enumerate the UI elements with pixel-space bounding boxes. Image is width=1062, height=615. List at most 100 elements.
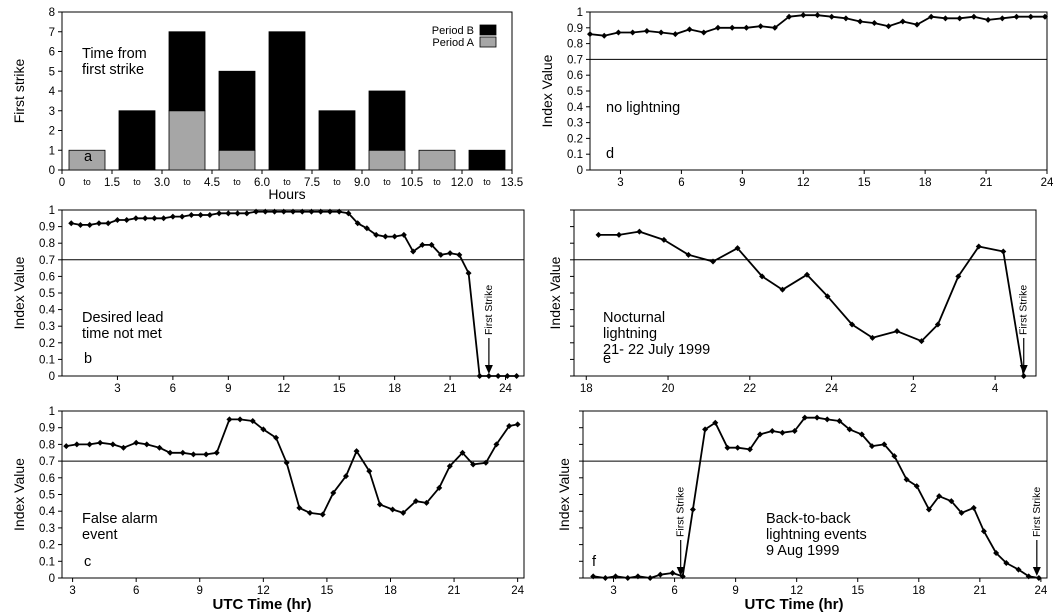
data-point bbox=[446, 463, 453, 470]
data-point bbox=[132, 215, 139, 222]
data-point bbox=[296, 504, 303, 511]
data-point bbox=[253, 208, 260, 215]
x-tick-label: 18 bbox=[912, 585, 925, 597]
data-point bbox=[225, 210, 232, 217]
data-point bbox=[143, 441, 150, 448]
data-point bbox=[857, 18, 864, 25]
y-axis-title: Index Value bbox=[547, 256, 563, 329]
data-point bbox=[366, 468, 373, 475]
data-point bbox=[299, 208, 306, 215]
data-point bbox=[476, 373, 483, 379]
data-point bbox=[903, 476, 910, 483]
data-point bbox=[868, 443, 875, 450]
x-tick-label: 9 bbox=[732, 585, 738, 597]
data-point bbox=[702, 426, 709, 433]
data-point bbox=[734, 245, 741, 252]
data-point bbox=[700, 29, 707, 36]
category-label: to bbox=[383, 177, 391, 187]
y-tick-label: 0.8 bbox=[39, 439, 55, 451]
data-point bbox=[77, 221, 84, 228]
panel-b: 0 0.1 0.2 0.3 0.4 0.5 0.6 0.7 0.8 0.9 1 Index Value… bbox=[11, 205, 525, 395]
panel-annotation: 21- 22 July 1999 bbox=[603, 342, 710, 358]
x-tick-label: 21 bbox=[448, 585, 461, 597]
data-point bbox=[456, 251, 463, 258]
data-point bbox=[975, 243, 982, 250]
y-tick-label: 0.6 bbox=[39, 473, 55, 485]
data-point bbox=[643, 27, 650, 34]
data-point bbox=[342, 473, 349, 480]
data-point bbox=[151, 215, 158, 222]
data-point bbox=[262, 208, 269, 215]
data-point bbox=[1020, 373, 1027, 379]
data-point bbox=[437, 251, 444, 258]
data-point bbox=[234, 210, 241, 217]
x-tick-label: 4 bbox=[992, 383, 999, 395]
category-label: to bbox=[333, 177, 341, 187]
data-point bbox=[179, 213, 186, 220]
data-point bbox=[363, 225, 370, 232]
data-point bbox=[842, 15, 849, 22]
data-point bbox=[226, 416, 233, 423]
panel-annotation: Desired lead bbox=[82, 310, 163, 326]
data-point bbox=[913, 483, 920, 490]
category-label: to bbox=[133, 177, 141, 187]
x-tick-label: 3 bbox=[617, 177, 623, 189]
data-point bbox=[290, 208, 296, 215]
data-point bbox=[345, 210, 352, 217]
data-point bbox=[447, 250, 454, 257]
data-point bbox=[985, 16, 992, 23]
y-tick-label: 0.7 bbox=[39, 255, 55, 267]
data-point bbox=[68, 220, 75, 227]
data-point bbox=[123, 216, 130, 223]
data-point bbox=[669, 569, 676, 576]
category-label: to bbox=[183, 177, 191, 187]
data-point bbox=[114, 216, 121, 223]
data-point bbox=[999, 15, 1006, 22]
x-tick-label: 15 bbox=[858, 177, 871, 189]
data-point bbox=[657, 571, 664, 578]
data-point bbox=[142, 215, 149, 222]
data-point bbox=[412, 498, 419, 505]
x-tick-label: 12 bbox=[797, 177, 810, 189]
category-label: to bbox=[483, 177, 491, 187]
data-point bbox=[771, 24, 778, 31]
x-tick-label: 24 bbox=[825, 383, 838, 395]
data-point bbox=[993, 549, 1000, 556]
y-tick-label: 0.1 bbox=[39, 354, 55, 366]
data-point bbox=[602, 575, 609, 581]
data-point bbox=[689, 506, 696, 513]
data-point bbox=[260, 426, 267, 433]
data-point bbox=[934, 321, 941, 328]
data-point bbox=[133, 439, 140, 446]
data-point bbox=[636, 228, 643, 235]
x-tick-label: 6 bbox=[671, 585, 677, 597]
x-tick-label: 21 bbox=[980, 177, 993, 189]
data-point bbox=[658, 29, 665, 36]
data-point bbox=[428, 241, 435, 248]
data-point bbox=[955, 273, 962, 280]
data-point bbox=[1025, 573, 1032, 580]
data-point bbox=[389, 506, 396, 513]
data-point bbox=[587, 31, 593, 38]
data-point bbox=[893, 328, 900, 335]
x-tick-label: 15 bbox=[333, 383, 346, 395]
data-point bbox=[1013, 13, 1020, 20]
panel-annotation: event bbox=[82, 527, 117, 543]
data-point bbox=[885, 23, 892, 30]
plot-frame bbox=[589, 11, 1048, 171]
y-tick-label: 0.3 bbox=[39, 523, 55, 535]
y-tick-label: 0.9 bbox=[39, 222, 55, 234]
data-point bbox=[746, 446, 753, 453]
x-tick-label: 3 bbox=[610, 585, 616, 597]
bar-period-a bbox=[368, 149, 406, 171]
x-tick-label: 9.0 bbox=[354, 177, 370, 189]
data-point bbox=[169, 213, 176, 220]
data-point bbox=[319, 511, 326, 518]
data-point bbox=[330, 489, 337, 496]
data-point bbox=[899, 18, 906, 25]
y-tick-label: 2 bbox=[49, 126, 55, 138]
data-point bbox=[97, 439, 104, 446]
data-point bbox=[615, 231, 622, 238]
data-point bbox=[757, 431, 764, 438]
